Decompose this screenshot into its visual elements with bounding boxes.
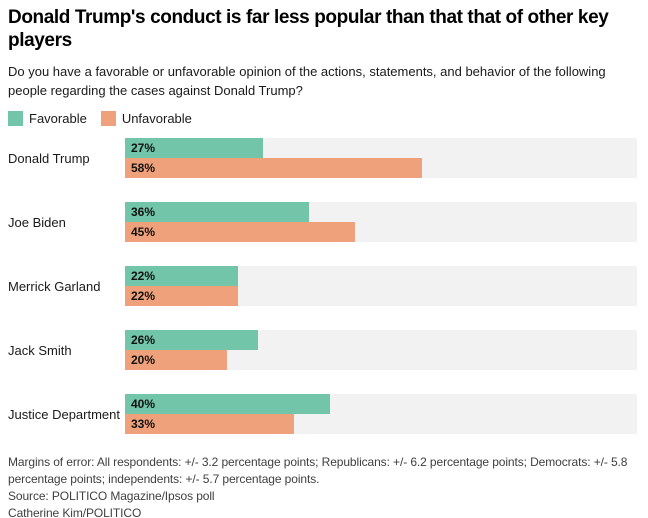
category-label: Jack Smith — [8, 342, 72, 358]
unfavorable-bar: 20% — [125, 350, 228, 370]
legend: Favorable Unfavorable — [8, 111, 637, 126]
footer-byline: Catherine Kim/POLITICO — [8, 506, 142, 518]
unfavorable-bar: 33% — [125, 414, 294, 434]
unfavorable-bar: 22% — [125, 286, 238, 306]
bar-track: 20% — [125, 350, 637, 370]
chart-row: Donald Trump 27% 58% — [8, 138, 637, 178]
bar-track: 33% — [125, 414, 637, 434]
category-label: Joe Biden — [8, 214, 66, 230]
bar-chart: Donald Trump 27% 58% Joe Biden 36% 45% Merrick… — [8, 138, 637, 434]
bar-group: 27% 58% — [125, 138, 637, 178]
bar-track: 40% — [125, 394, 637, 414]
bar-value-label: 45% — [131, 225, 156, 239]
footer: Margins of error: All respondents: +/- 3… — [8, 454, 637, 518]
bar-value-label: 58% — [131, 161, 156, 175]
bar-track: 36% — [125, 202, 637, 222]
bar-value-label: 40% — [131, 397, 156, 411]
bar-track: 22% — [125, 286, 637, 306]
bar-track: 22% — [125, 266, 637, 286]
unfavorable-swatch — [100, 111, 116, 126]
bar-value-label: 27% — [131, 141, 156, 155]
favorable-bar: 26% — [125, 330, 259, 350]
unfavorable-bar: 45% — [125, 222, 356, 242]
bar-track: 26% — [125, 330, 637, 350]
chart-row: Jack Smith 26% 20% — [8, 330, 637, 370]
bar-track: 45% — [125, 222, 637, 242]
bar-track: 27% — [125, 138, 637, 158]
chart-row: Joe Biden 36% 45% — [8, 202, 637, 242]
bar-track: 58% — [125, 158, 637, 178]
bar-group: 26% 20% — [125, 330, 637, 370]
chart-row: Merrick Garland 22% 22% — [8, 266, 637, 306]
favorable-swatch — [8, 111, 23, 126]
bar-group: 22% 22% — [125, 266, 637, 306]
legend-item-unfavorable: Unfavorable — [100, 111, 192, 126]
legend-item-favorable: Favorable — [8, 111, 87, 126]
bar-group: 36% 45% — [125, 202, 637, 242]
bar-value-label: 33% — [131, 417, 156, 431]
footer-margins-of-error: Margins of error: All respondents: +/- 3… — [8, 455, 628, 486]
favorable-bar: 22% — [125, 266, 238, 286]
legend-label-favorable: Favorable — [29, 111, 87, 126]
bar-value-label: 26% — [131, 333, 156, 347]
favorable-bar: 40% — [125, 394, 330, 414]
category-label: Merrick Garland — [8, 278, 101, 294]
chart-row: Justice Department 40% 33% — [8, 394, 637, 434]
footer-source: Source: POLITICO Magazine/Ipsos poll — [8, 489, 215, 503]
bar-value-label: 22% — [131, 289, 156, 303]
bar-value-label: 36% — [131, 205, 156, 219]
bar-value-label: 22% — [131, 269, 156, 283]
chart-subtitle: Do you have a favorable or unfavorable o… — [8, 64, 606, 98]
bar-group: 40% 33% — [125, 394, 637, 434]
legend-label-unfavorable: Unfavorable — [121, 111, 192, 126]
category-label: Justice Department — [8, 406, 120, 422]
favorable-bar: 27% — [125, 138, 264, 158]
bar-value-label: 20% — [131, 353, 156, 367]
category-label: Donald Trump — [8, 150, 90, 166]
unfavorable-bar: 58% — [125, 158, 422, 178]
chart-title: Donald Trump's conduct is far less popul… — [8, 7, 609, 51]
favorable-bar: 36% — [125, 202, 310, 222]
